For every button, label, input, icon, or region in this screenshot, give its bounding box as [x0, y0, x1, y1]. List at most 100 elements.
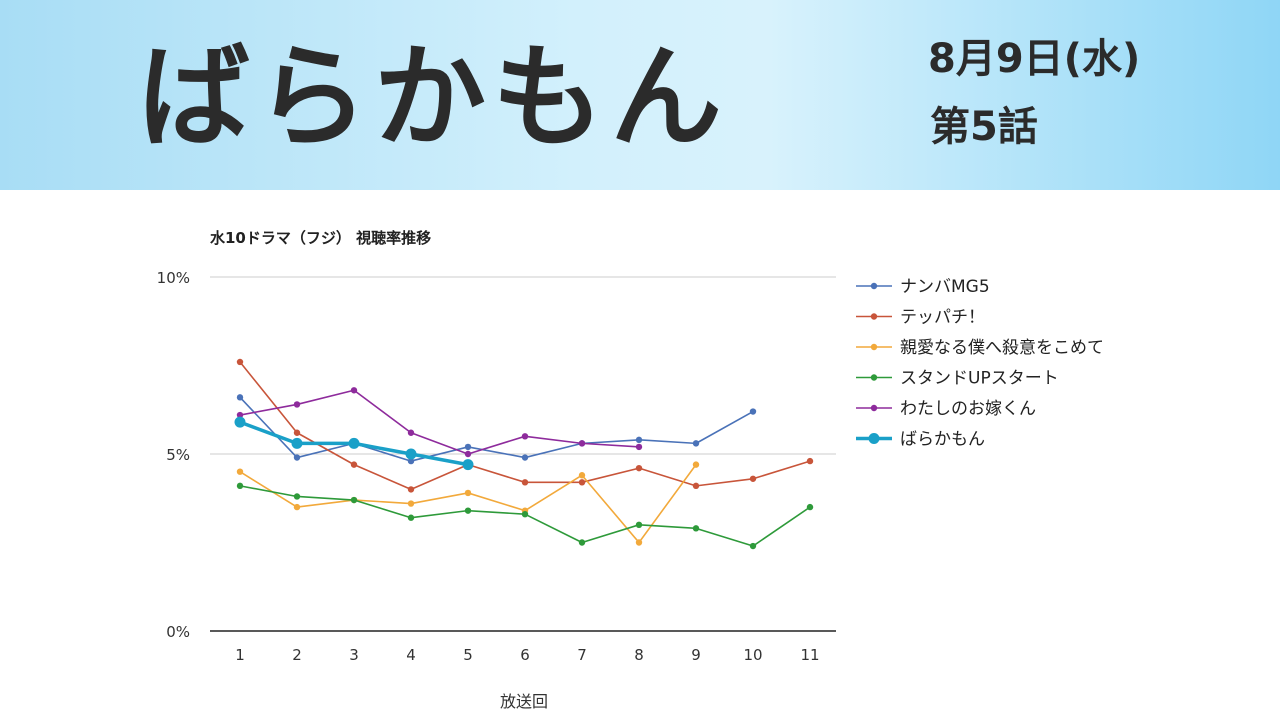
drama-title: ばらかもん [138, 33, 728, 163]
data-point [464, 507, 472, 514]
series-4 [236, 482, 814, 550]
data-point [464, 443, 472, 451]
data-point [407, 457, 415, 465]
data-point [293, 401, 301, 408]
data-point [521, 510, 529, 518]
data-point [350, 496, 358, 504]
data-point [692, 482, 700, 490]
data-point [806, 457, 814, 465]
data-point [236, 358, 244, 366]
x-axis-label: 放送回 [500, 692, 548, 711]
chart-legend: ナンバMG5 テッパチ！ 親愛なる僕へ殺意をこめてスタンドUPスタートわたしのお嫁く… [856, 277, 1104, 450]
data-point [407, 429, 415, 436]
legend-label: 親愛なる僕へ殺意をこめて [900, 338, 1104, 358]
x-tick-label: 9 [691, 646, 701, 664]
series-6 [234, 416, 474, 471]
data-point [521, 479, 529, 486]
episode-number: 第5話 [930, 104, 1038, 150]
legend-swatch-marker [870, 313, 878, 320]
data-point [749, 475, 757, 482]
data-point [692, 461, 700, 468]
x-tick-label: 7 [577, 646, 587, 664]
data-point [236, 411, 244, 419]
data-point [236, 394, 244, 401]
legend-item: 親愛なる僕へ殺意をこめて [856, 338, 1104, 358]
legend-swatch-marker [868, 433, 880, 444]
y-tick-label: 5% [166, 446, 190, 464]
data-point [407, 486, 415, 493]
legend-item: テッパチ！ [856, 308, 985, 328]
data-point [464, 489, 472, 497]
series-line [239, 361, 811, 491]
data-point [348, 437, 360, 449]
data-point [405, 448, 417, 460]
data-point [635, 436, 643, 444]
data-point [462, 459, 474, 471]
data-point [749, 542, 757, 550]
data-point [635, 443, 643, 451]
series-line [239, 396, 754, 462]
x-tick-label: 8 [634, 646, 644, 664]
data-point [350, 387, 358, 394]
data-point [578, 472, 586, 479]
data-point [234, 416, 246, 428]
chart-gridlines [210, 276, 836, 632]
data-point [236, 468, 244, 475]
legend-label: わたしのお嫁くん [900, 399, 1036, 419]
series-line [239, 389, 640, 455]
data-point [578, 440, 586, 447]
legend-label: ばらかもん [900, 430, 985, 450]
data-point [293, 493, 301, 500]
header-banner: ばらかもん 8月9日(水) 第5話 [0, 0, 1280, 190]
legend-swatch-marker [870, 282, 878, 290]
x-tick-label: 5 [463, 646, 473, 664]
chart-series [234, 358, 814, 550]
data-point [521, 433, 529, 440]
series-line [239, 464, 697, 544]
data-point [350, 461, 358, 468]
legend-label: テッパチ！ [900, 308, 985, 328]
y-tick-label: 0% [166, 623, 190, 641]
legend-swatch-marker [870, 374, 878, 381]
data-point [291, 437, 303, 449]
data-point [578, 539, 586, 546]
legend-swatch-marker [870, 343, 878, 351]
legend-swatch-marker [870, 404, 878, 412]
data-point [293, 503, 301, 511]
broadcast-date: 8月9日(水) [928, 36, 1141, 82]
legend-label: ナンバMG5 [900, 277, 990, 297]
series-3 [236, 461, 700, 546]
data-point [407, 500, 415, 507]
y-tick-label: 10% [157, 269, 190, 287]
series-1 [236, 394, 757, 465]
chart-title: 水10ドラマ（フジ） 視聴率推移 [210, 229, 431, 247]
x-tick-label: 10 [743, 646, 762, 664]
data-point [635, 464, 643, 472]
ratings-chart-area: 水10ドラマ（フジ） 視聴率推移 0% 5% 10% 1 2 3 4 5 6 7 8 9 10 11 ナ… [0, 190, 1280, 720]
data-point [521, 454, 529, 461]
x-axis-ticks: 1 2 3 4 5 6 7 8 9 10 11 [235, 646, 819, 664]
data-point [293, 429, 301, 436]
ratings-line-chart: 水10ドラマ（フジ） 視聴率推移 0% 5% 10% 1 2 3 4 5 6 7 8 9 10 11 ナ… [157, 229, 1104, 711]
data-point [692, 525, 700, 532]
legend-item: スタンドUPスタート [856, 369, 1059, 389]
data-point [806, 503, 814, 511]
data-point [293, 454, 301, 461]
data-point [692, 440, 700, 447]
x-tick-label: 1 [235, 646, 245, 664]
legend-item: わたしのお嫁くん [856, 399, 1036, 419]
data-point [236, 482, 244, 490]
data-point [749, 408, 757, 415]
legend-item: ナンバMG5 [856, 277, 990, 297]
data-point [635, 521, 643, 528]
legend-label: スタンドUPスタート [900, 369, 1059, 389]
x-tick-label: 6 [520, 646, 530, 664]
y-axis-ticks: 0% 5% 10% [157, 269, 190, 641]
data-point [407, 514, 415, 521]
x-tick-label: 3 [349, 646, 359, 664]
x-tick-label: 11 [800, 646, 819, 664]
data-point [464, 450, 472, 458]
legend-item: ばらかもん [856, 430, 985, 450]
data-point [578, 479, 586, 486]
x-tick-label: 4 [406, 646, 416, 664]
